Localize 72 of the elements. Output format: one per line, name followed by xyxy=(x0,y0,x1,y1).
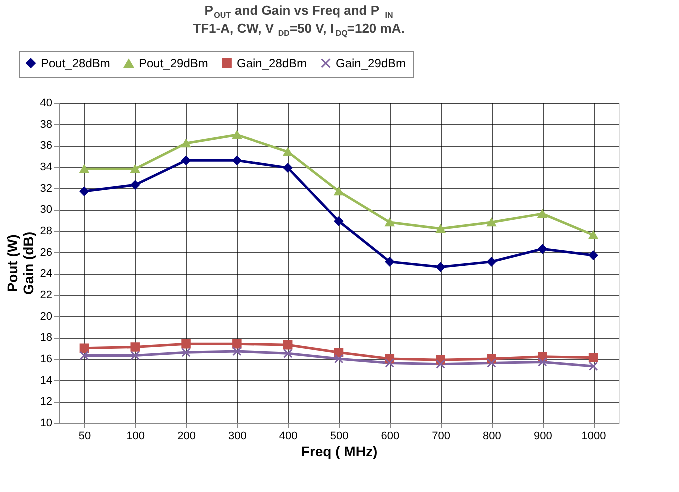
x-tick-label: 100 xyxy=(126,430,146,442)
point xyxy=(538,358,548,367)
point xyxy=(130,351,140,360)
point xyxy=(436,224,446,233)
x-tick-label: 200 xyxy=(178,430,196,442)
point xyxy=(232,130,242,140)
x-tick-label: 50 xyxy=(78,430,92,442)
y-tick-label: 30 xyxy=(40,204,52,216)
point xyxy=(588,250,598,260)
y-tick-label: 40 xyxy=(40,98,52,110)
y-tick-label: 20 xyxy=(40,310,52,323)
legend-label: Gain_28dBm xyxy=(237,56,308,70)
point xyxy=(80,165,90,174)
point xyxy=(385,358,395,368)
point xyxy=(538,244,548,254)
y-axis-title: Pout (W) Gain (dB) xyxy=(4,232,36,295)
point xyxy=(334,187,344,196)
point xyxy=(80,351,90,360)
y-tick-label: 34 xyxy=(40,162,52,174)
point xyxy=(436,262,446,272)
point xyxy=(182,348,191,358)
point xyxy=(436,360,446,369)
point xyxy=(232,346,242,356)
x-tick-label: 700 xyxy=(432,430,450,442)
y-tick-label: 28 xyxy=(40,226,52,238)
y-tick-label: 22 xyxy=(40,290,52,302)
legend-label: Pout_28dBm xyxy=(41,56,110,70)
point xyxy=(80,344,90,353)
x-tick-label: 900 xyxy=(534,430,552,442)
point xyxy=(283,148,293,156)
y-tick-label: 18 xyxy=(40,332,52,344)
y-tick-label: 10 xyxy=(40,418,52,430)
point xyxy=(283,349,293,358)
point xyxy=(588,231,598,240)
y-tick-label: 12 xyxy=(40,396,52,408)
x-tick-label: 600 xyxy=(381,430,400,442)
point xyxy=(487,257,496,267)
x-tick-label: 500 xyxy=(330,430,349,442)
y-tick-label: 38 xyxy=(40,118,52,131)
point xyxy=(232,339,242,349)
y-tick-label: 14 xyxy=(40,374,52,387)
x-tick-label: 300 xyxy=(228,430,247,442)
point xyxy=(283,163,293,173)
point xyxy=(538,210,548,218)
point xyxy=(182,139,191,148)
point xyxy=(588,353,598,363)
point xyxy=(487,358,496,368)
point xyxy=(385,257,395,267)
point xyxy=(130,342,140,352)
point xyxy=(80,186,90,196)
y-tick-label: 36 xyxy=(40,140,52,152)
point xyxy=(130,165,140,174)
point xyxy=(232,156,242,166)
point xyxy=(283,340,293,350)
point xyxy=(334,216,344,226)
x-axis-title: Freq ( MHz) xyxy=(301,444,378,460)
y-tick-label: 26 xyxy=(40,246,52,259)
point xyxy=(334,354,344,364)
x-tick-label: 1000 xyxy=(582,430,606,442)
point xyxy=(182,156,191,166)
point xyxy=(130,180,140,190)
point xyxy=(588,362,598,372)
point xyxy=(182,339,191,349)
point xyxy=(487,218,496,227)
legend-label: Pout_29dBm xyxy=(139,56,208,71)
y-tick-label: 24 xyxy=(40,268,52,280)
x-tick-label: 800 xyxy=(483,430,502,442)
y-tick-label: 16 xyxy=(40,354,52,366)
point xyxy=(385,218,395,227)
x-tick-label: 400 xyxy=(279,430,298,442)
legend-label: Gain_29dBm xyxy=(336,56,406,70)
y-tick-label: 32 xyxy=(40,182,52,195)
